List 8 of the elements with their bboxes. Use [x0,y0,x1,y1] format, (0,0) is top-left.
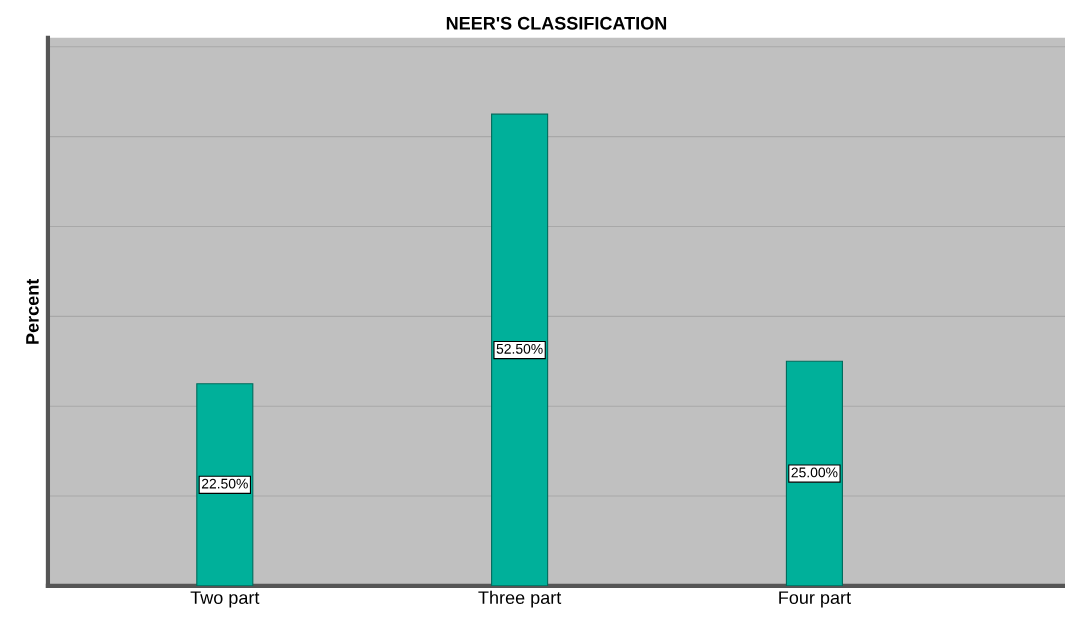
x-tick-label: Four part [779,591,851,608]
data-label: 52.50% [496,343,543,354]
x-tick-label: Two part [190,591,260,608]
y-axis-title: Percent [26,278,39,344]
x-tick-label: Three part [478,590,562,608]
chart-title: NEER'S CLASSIFICATION [446,16,667,30]
data-label: 25.00% [791,467,838,478]
data-label: 22.50% [201,478,248,489]
